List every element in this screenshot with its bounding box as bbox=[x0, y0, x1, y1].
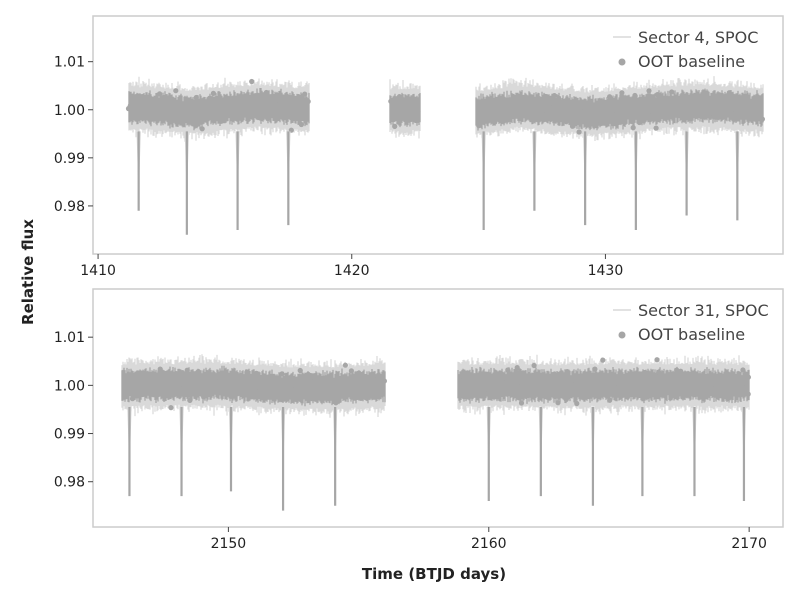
y-tick-label: 0.98 bbox=[54, 475, 85, 491]
x-tick-label: 2150 bbox=[211, 536, 247, 552]
transit-2 bbox=[179, 407, 184, 497]
transit-3 bbox=[228, 407, 234, 492]
bottom-panel: 0.98 0.99 1.00 1.01 2150 2160 2170 Sector 31, S… bbox=[54, 288, 784, 552]
baseline-band bbox=[121, 365, 750, 407]
legend-marker-swatch bbox=[618, 58, 626, 66]
y-tick-label: 1.00 bbox=[54, 103, 85, 119]
transit-5 bbox=[332, 407, 338, 506]
y-tick-label: 1.01 bbox=[54, 55, 85, 71]
baseline-points bbox=[122, 357, 752, 411]
transit-4 bbox=[280, 407, 286, 511]
transit-10 bbox=[735, 131, 740, 221]
y-tick-label: 0.99 bbox=[54, 151, 85, 167]
y-tick-label: 0.99 bbox=[54, 427, 85, 443]
panel-frame bbox=[92, 288, 784, 528]
y-tick-label: 1.01 bbox=[54, 330, 85, 346]
x-tick-label: 1430 bbox=[588, 263, 624, 279]
transit-9 bbox=[684, 131, 689, 216]
x-axis-title: Time (BTJD days) bbox=[362, 565, 506, 583]
transit-6 bbox=[486, 407, 491, 501]
transit-5 bbox=[481, 131, 486, 230]
legend-label-series: Sector 4, SPOC bbox=[638, 28, 758, 47]
y-tick-label: 1.00 bbox=[54, 378, 85, 394]
legend: Sector 4, SPOC OOT baseline bbox=[613, 28, 758, 71]
plot-area bbox=[125, 76, 766, 235]
transit-10 bbox=[692, 407, 697, 497]
transit-11 bbox=[741, 407, 747, 501]
legend-marker-swatch bbox=[618, 331, 626, 339]
transit-1 bbox=[127, 407, 132, 497]
legend-label-baseline: OOT baseline bbox=[638, 325, 745, 344]
x-tick-label: 2170 bbox=[731, 536, 767, 552]
transit-8 bbox=[633, 131, 639, 230]
transit-3 bbox=[235, 131, 240, 230]
transit-2 bbox=[184, 131, 190, 235]
transit-7 bbox=[538, 407, 544, 497]
y-axis-title: Relative flux bbox=[19, 219, 37, 325]
transit-9 bbox=[640, 407, 645, 497]
x-tick-label: 2160 bbox=[471, 536, 507, 552]
baseline-points bbox=[125, 78, 766, 135]
panel-frame bbox=[92, 15, 784, 255]
plot-area bbox=[121, 354, 752, 511]
transit-8 bbox=[590, 407, 596, 506]
transit-6 bbox=[532, 131, 537, 211]
transit-7 bbox=[582, 131, 588, 226]
x-tick-label: 1420 bbox=[334, 263, 370, 279]
legend-label-series: Sector 31, SPOC bbox=[638, 301, 769, 320]
top-panel: 0.98 0.99 1.00 1.01 1410 1420 1430 Sector 4, SP… bbox=[54, 15, 784, 279]
y-tick-label: 0.98 bbox=[54, 199, 85, 215]
legend-label-baseline: OOT baseline bbox=[638, 52, 745, 71]
legend: Sector 31, SPOC OOT baseline bbox=[613, 301, 769, 344]
x-tick-label: 1410 bbox=[80, 263, 116, 279]
transit-1 bbox=[136, 131, 141, 211]
transit-4 bbox=[286, 131, 291, 226]
